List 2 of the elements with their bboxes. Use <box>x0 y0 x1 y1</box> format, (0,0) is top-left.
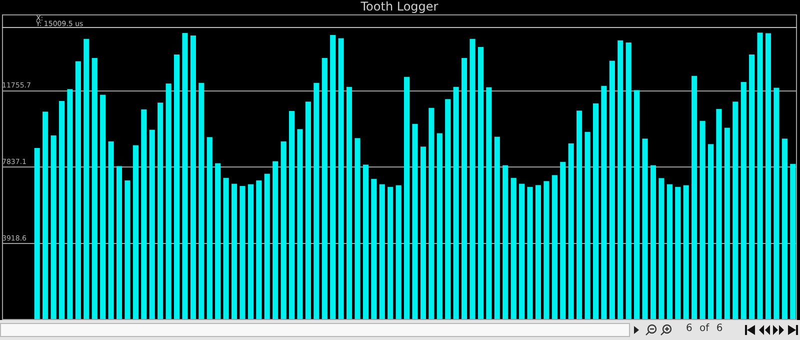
text: 6 of 6 <box>686 323 723 334</box>
chart-title: Tooth Logger <box>360 0 438 14</box>
